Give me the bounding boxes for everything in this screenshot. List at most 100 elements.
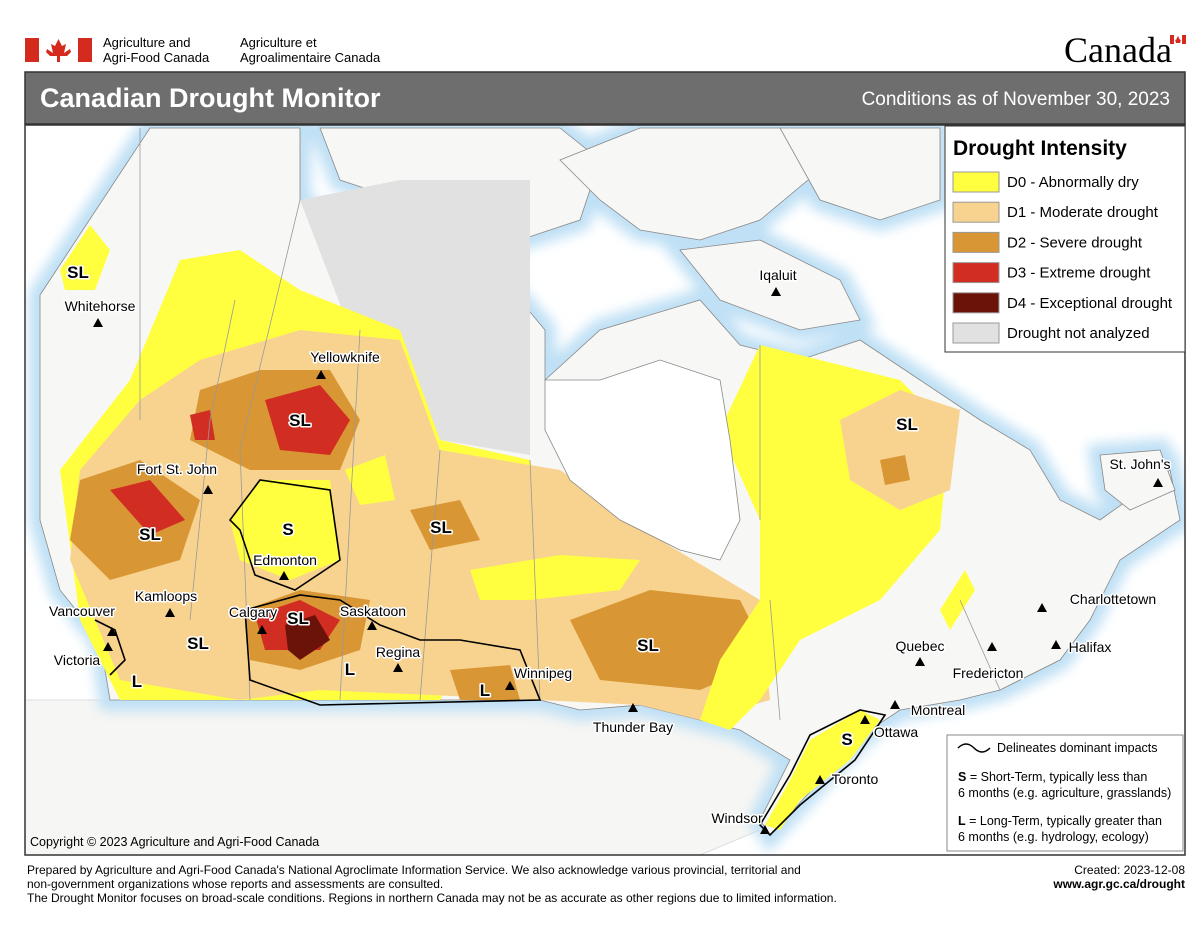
- footer-line: Prepared by Agriculture and Agri-Food Ca…: [27, 863, 801, 877]
- drought-area: [110, 480, 185, 535]
- drought-area: [345, 455, 395, 505]
- drought-area: [470, 555, 640, 600]
- legend-swatch: [952, 171, 1000, 193]
- city-label: Iqaluit: [759, 267, 796, 283]
- city-label: Fredericton: [953, 665, 1024, 681]
- drought-area: [880, 455, 910, 485]
- city-marker: [279, 571, 289, 580]
- drought-area: [450, 665, 520, 700]
- city-label: Regina: [376, 644, 421, 660]
- drought-area: [300, 180, 530, 455]
- city-marker: [203, 485, 213, 494]
- impact-label: L: [345, 660, 355, 679]
- impact-line-sample: [957, 743, 991, 753]
- city-marker: [890, 700, 900, 709]
- city-marker: [505, 681, 515, 690]
- impact-outline: [94, 619, 126, 676]
- city-marker: [1037, 603, 1047, 612]
- city-label: Saskatoon: [340, 603, 406, 619]
- legend-label: D3 - Extreme drought: [1007, 265, 1151, 282]
- city-marker: [93, 318, 103, 327]
- impact-label: SL: [67, 263, 89, 282]
- drought-area: [285, 615, 330, 660]
- impact-legend-box: [946, 734, 1184, 852]
- city-label: Calgary: [229, 604, 277, 620]
- city-label: St. John's: [1109, 456, 1170, 472]
- legend-label: D4 - Exceptional drought: [1007, 295, 1173, 312]
- created-date: Created: 2023-12-08: [1074, 863, 1185, 877]
- landmass: [679, 239, 861, 331]
- legend-title: Drought Intensity: [953, 137, 1127, 160]
- legend-label: Drought not analyzed: [1007, 325, 1150, 342]
- title-bar: [24, 71, 1186, 125]
- city-marker: [815, 775, 825, 784]
- long-term-text: 6 months (e.g. hydrology, ecology): [958, 830, 1149, 844]
- city-label: Yellowknife: [310, 349, 380, 365]
- city-label: Windsor: [711, 810, 763, 826]
- impact-label: S: [841, 730, 852, 749]
- flag: [25, 38, 92, 62]
- city-label: Toronto: [832, 771, 879, 787]
- city-label: Thunder Bay: [593, 719, 673, 735]
- legend-swatch: [952, 231, 1000, 253]
- city-marker: [107, 627, 117, 636]
- legend-label: D2 - Severe drought: [1007, 234, 1143, 251]
- department-fr: Agroalimentaire Canada: [240, 50, 381, 65]
- impact-label: S: [282, 520, 293, 539]
- impact-label: SL: [637, 636, 659, 655]
- city-label: Victoria: [54, 652, 101, 668]
- impact-label: SL: [289, 411, 311, 430]
- legend-swatch: [952, 292, 1000, 314]
- city-label: Ottawa: [874, 724, 919, 740]
- copyright: Copyright © 2023 Agriculture and Agri-Fo…: [30, 835, 319, 849]
- impact-outline: [244, 594, 542, 706]
- city-marker: [367, 621, 377, 630]
- impact-label: L: [480, 681, 490, 700]
- city-marker: [257, 625, 267, 634]
- department-fr: Agriculture et: [240, 35, 317, 50]
- impact-label: SL: [430, 518, 452, 537]
- impact-outline: [228, 479, 341, 591]
- drought-area: [765, 710, 880, 830]
- hudson-bay: [544, 359, 741, 561]
- city-label: Edmonton: [253, 552, 317, 568]
- footer-line: non-government organizations whose repor…: [27, 877, 443, 891]
- city-marker: [760, 825, 770, 834]
- drought-area: [230, 480, 340, 580]
- landmass: [1099, 449, 1176, 511]
- short-text: = Short-Term, typically less than: [970, 770, 1148, 784]
- map-frame: [24, 124, 1186, 856]
- short-term-text: 6 months (e.g. agriculture, grasslands): [958, 786, 1171, 800]
- landmass: [779, 127, 941, 221]
- impact-label: L: [132, 672, 142, 691]
- long-key: L: [958, 814, 966, 828]
- city-marker: [1051, 640, 1061, 649]
- city-marker: [316, 370, 326, 379]
- impact-label: SL: [187, 634, 209, 653]
- impact-legend: Delineates dominant impacts S = Short-Te…: [946, 734, 1184, 852]
- drought-area: [410, 500, 480, 550]
- impact-line-label: Delineates dominant impacts: [997, 741, 1158, 755]
- drought-area: [60, 225, 110, 290]
- title: Canadian Drought Monitor: [40, 83, 381, 113]
- wordmark-flag: [1170, 35, 1186, 44]
- landmass: [559, 127, 821, 241]
- city-marker: [860, 715, 870, 724]
- drought-area: [70, 460, 200, 580]
- impact-outlines: [94, 479, 887, 837]
- short-term-text: S = Short-Term, typically less than: [958, 770, 1147, 784]
- footer-line: The Drought Monitor focuses on broad-sca…: [27, 891, 837, 905]
- department-en: Agri-Food Canada: [103, 50, 210, 65]
- impact-label: SL: [139, 525, 161, 544]
- legend-label: D0 - Abnormally dry: [1007, 174, 1139, 191]
- legend-swatch: [952, 201, 1000, 223]
- wordmark: Canada: [1064, 30, 1172, 70]
- department-en: Agriculture and: [103, 35, 190, 50]
- city-marker: [103, 642, 113, 651]
- drought-area: [265, 385, 350, 455]
- city-label: Montreal: [911, 702, 965, 718]
- city-label: Kamloops: [135, 588, 197, 604]
- city-marker: [628, 703, 638, 712]
